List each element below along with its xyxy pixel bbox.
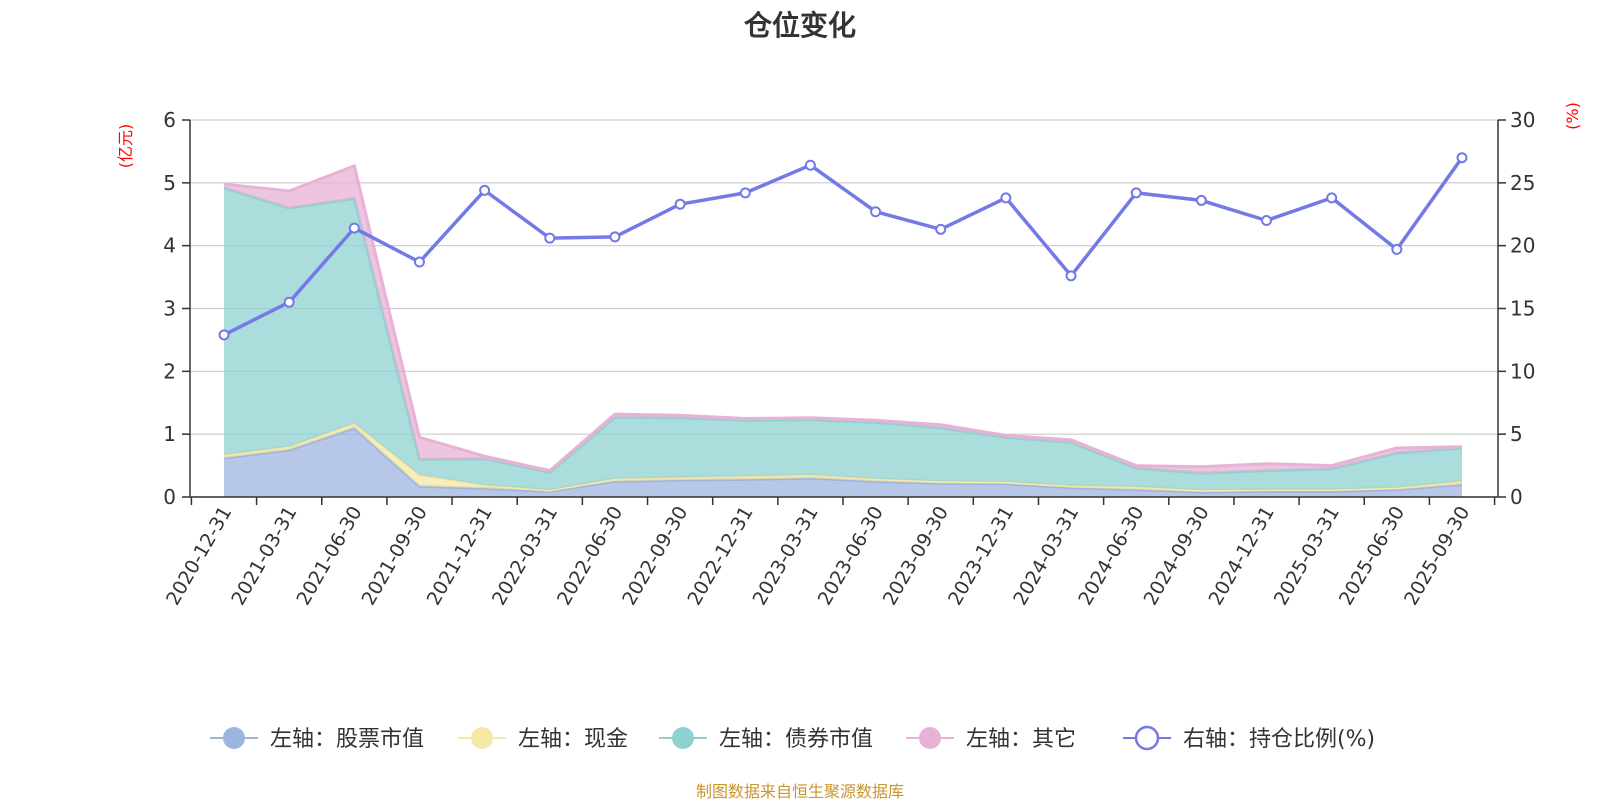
- x-tick-label: 2024-12-31: [1205, 503, 1279, 610]
- area-edge-左轴：股票市值: [223, 426, 1463, 494]
- x-tick-label: 2024-09-30: [1139, 503, 1213, 610]
- ratio-point: [1000, 192, 1012, 204]
- x-tick-label: 2024-03-31: [1009, 503, 1083, 610]
- ratio-point: [674, 198, 686, 210]
- area-左轴：其它: [224, 165, 1462, 474]
- right-tick-label: 15: [1510, 297, 1535, 321]
- x-tick-label: 2023-09-30: [879, 503, 953, 610]
- left-tick-label: 4: [163, 234, 176, 258]
- ratio-point: [739, 187, 751, 199]
- left-tick-label: 6: [163, 108, 176, 132]
- x-tick-label: 2021-03-31: [227, 503, 301, 610]
- right-tick-label: 20: [1510, 234, 1535, 258]
- x-tick-label: 2022-12-31: [683, 503, 757, 610]
- x-tick-label: 2023-12-31: [944, 503, 1018, 610]
- right-tick-label: 25: [1510, 171, 1535, 195]
- ratio-point: [1326, 192, 1338, 204]
- right-tick-label: 30: [1510, 108, 1535, 132]
- x-tick-label: 2022-03-31: [488, 503, 562, 610]
- ratio-point: [479, 184, 491, 196]
- ratio-point: [218, 329, 230, 341]
- legend-label: 左轴：股票市值: [270, 727, 424, 752]
- legend-label: 左轴：其它: [966, 727, 1076, 752]
- data-source-note: 制图数据来自恒生聚源数据库: [695, 782, 904, 801]
- left-tick-label: 2: [163, 359, 176, 383]
- x-tick-label: 2024-06-30: [1074, 503, 1148, 610]
- ratio-point: [1065, 270, 1077, 282]
- left-tick-label: 5: [163, 171, 176, 195]
- x-tick-label: 2022-09-30: [618, 503, 692, 610]
- x-tick-label: 2025-06-30: [1335, 503, 1409, 610]
- x-tick-label: 2021-12-31: [423, 503, 497, 610]
- ratio-point: [1391, 243, 1403, 255]
- legend-marker: [672, 727, 694, 749]
- ratio-point: [413, 256, 425, 268]
- x-tick-label: 2020-12-31: [162, 503, 236, 610]
- x-tick-label: 2023-06-30: [814, 503, 888, 610]
- right-tick-label: 10: [1510, 359, 1535, 383]
- ratio-point: [609, 231, 621, 243]
- legend: 左轴：股票市值 左轴：现金 左轴：债券市值 左轴：其它 右轴：持仓比例(%): [210, 725, 1375, 752]
- left-tick-label: 0: [163, 485, 176, 509]
- legend-marker: [1134, 725, 1160, 751]
- x-tick-label: 2025-03-31: [1270, 503, 1344, 610]
- ratio-point: [348, 222, 360, 234]
- ratio-point: [935, 223, 947, 235]
- ratio-point: [1130, 187, 1142, 199]
- x-tick-label: 2022-06-30: [553, 503, 627, 610]
- ratio-line: [218, 152, 1468, 341]
- legend-label: 左轴：现金: [518, 727, 628, 752]
- area-左轴：股票市值: [224, 427, 1462, 497]
- chart-title: 仓位变化: [743, 9, 856, 42]
- legend-marker: [919, 727, 941, 749]
- x-tick-label: 2025-09-30: [1400, 503, 1474, 610]
- ratio-point: [1456, 152, 1468, 164]
- right-axis-unit: (%): [1563, 102, 1582, 130]
- left-tick-label: 3: [163, 297, 176, 321]
- area-左轴：债券市值: [224, 187, 1462, 491]
- ratio-point: [1261, 215, 1273, 227]
- x-tick-label: 2021-09-30: [358, 503, 432, 610]
- ratio-point: [283, 296, 295, 308]
- right-tick-label: 0: [1510, 485, 1523, 509]
- area-edge-左轴：其它: [223, 163, 1463, 473]
- legend-label: 右轴：持仓比例(%): [1183, 727, 1375, 752]
- x-tick-label: 2023-03-31: [748, 503, 822, 610]
- stacked-areas: [223, 163, 1463, 497]
- ratio-point: [1195, 194, 1207, 206]
- ratio-line-path: [223, 156, 1464, 337]
- left-axis-unit: (亿元): [116, 124, 135, 169]
- ratio-point: [804, 159, 816, 171]
- ratio-point: [870, 206, 882, 218]
- x-tick-label: 2021-06-30: [292, 503, 366, 610]
- left-tick-label: 1: [163, 422, 176, 446]
- right-tick-label: 5: [1510, 422, 1523, 446]
- ratio-point: [544, 232, 556, 244]
- legend-label: 左轴：债券市值: [719, 727, 873, 752]
- legend-marker: [471, 727, 493, 749]
- legend-marker: [223, 727, 245, 749]
